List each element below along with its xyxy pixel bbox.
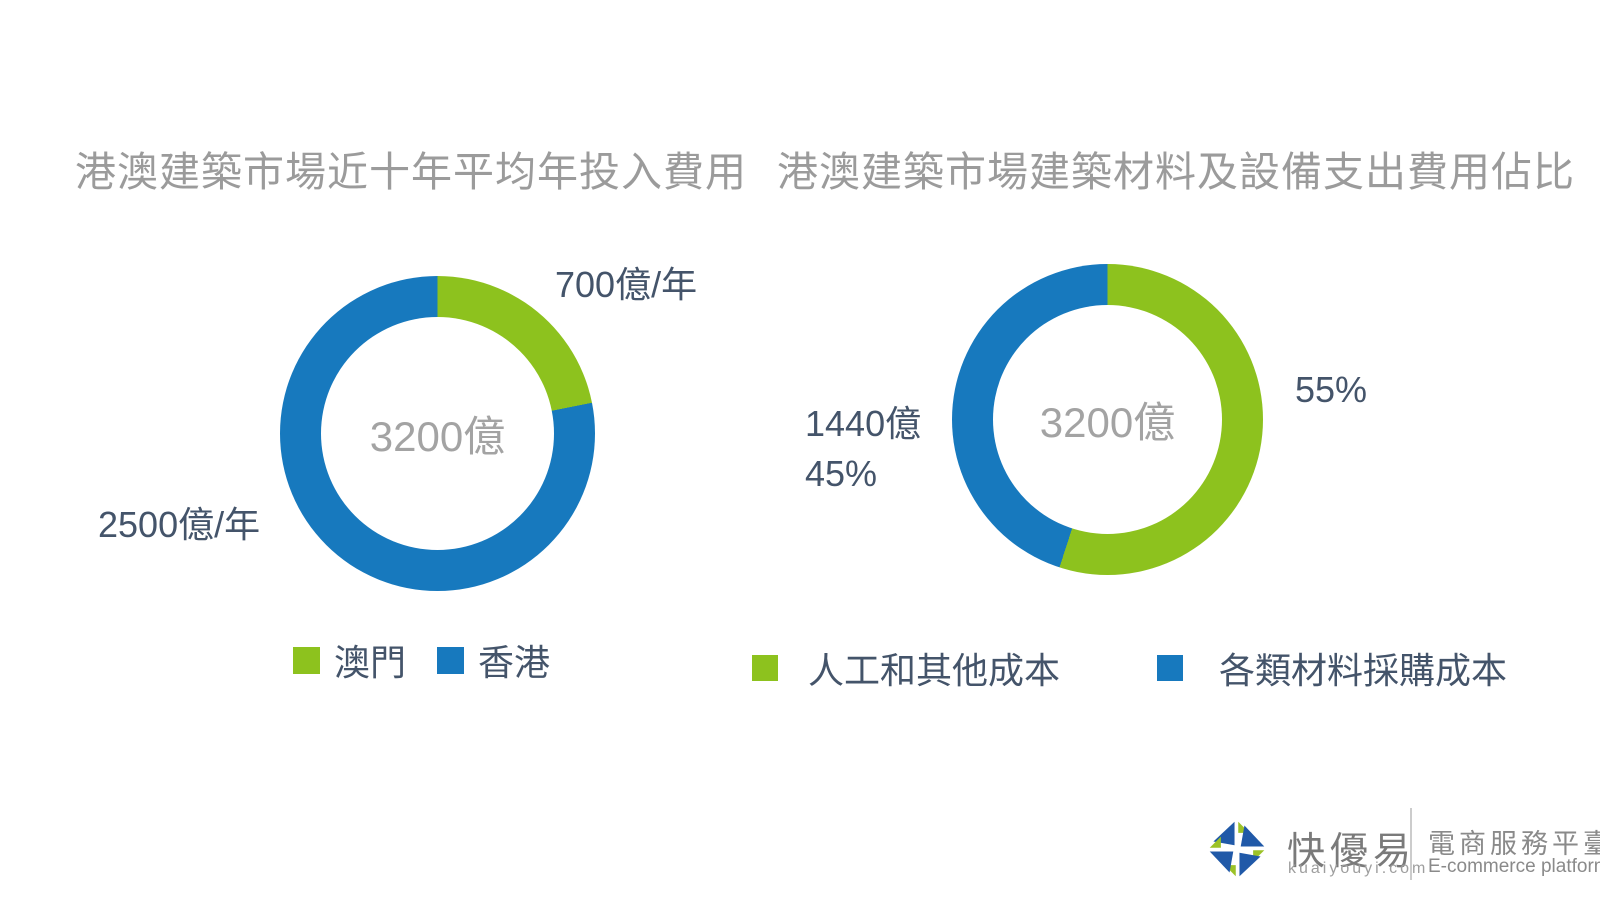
legend-label-labour-cost: 人工和其他成本 — [808, 650, 1061, 691]
legend-swatch-labour-cost — [752, 655, 778, 681]
center-total-label: 3200億 — [1039, 399, 1176, 446]
legend-item-materials-cost: 各類材料採購成本 — [1157, 648, 1507, 691]
legend-item-labour-cost: 人工和其他成本 — [752, 648, 1060, 691]
kuaiyouyi-pinwheel-icon — [1209, 821, 1265, 877]
legend-label-materials-cost: 各類材料採購成本 — [1219, 650, 1508, 691]
brand-footer: 快優易 kuaiyouyi.com 電商服務平臺 E-commerce plat… — [1200, 800, 1600, 890]
donut-hole: 3200億 — [321, 317, 554, 550]
brand-name: 快優易 — [1287, 831, 1417, 873]
brand-tagline-en: E-commerce platform — [1428, 856, 1600, 877]
callout-label-macau: 700億/年 — [555, 264, 698, 305]
legend-item-hongkong: 香港 — [437, 640, 550, 683]
legend-item-macau: 澳門 — [293, 640, 406, 683]
donut-chart-materials-share: 3200億 — [952, 264, 1263, 575]
brand-tagline-zh: 電商服務平臺 — [1428, 829, 1600, 859]
legend-swatch-hongkong — [437, 646, 464, 674]
center-total-label: 3200億 — [369, 413, 506, 460]
materials-value-label: 1440億 — [805, 403, 922, 444]
legend-label-macau: 澳門 — [334, 642, 407, 683]
legend-swatch-materials-cost — [1157, 655, 1183, 681]
callout-label-materials-cost: 1440億 45% — [805, 399, 921, 499]
chart-title-annual-investment: 港澳建築市場近十年平均年投入費用 — [75, 149, 747, 195]
callout-label-labour-cost: 55% — [1295, 369, 1368, 410]
legend-swatch-macau — [293, 646, 320, 674]
brand-domain: kuaiyouyi.com — [1288, 860, 1429, 877]
materials-percent-label: 45% — [805, 453, 878, 494]
legend-label-hongkong: 香港 — [478, 642, 551, 683]
chart-title-materials-share: 港澳建築市場建築材料及設備支出費用佔比 — [777, 149, 1575, 195]
callout-label-hongkong: 2500億/年 — [98, 504, 261, 545]
donut-chart-annual-investment: 3200億 — [280, 276, 595, 591]
footer-divider — [1410, 808, 1412, 880]
donut-hole: 3200億 — [993, 305, 1222, 534]
